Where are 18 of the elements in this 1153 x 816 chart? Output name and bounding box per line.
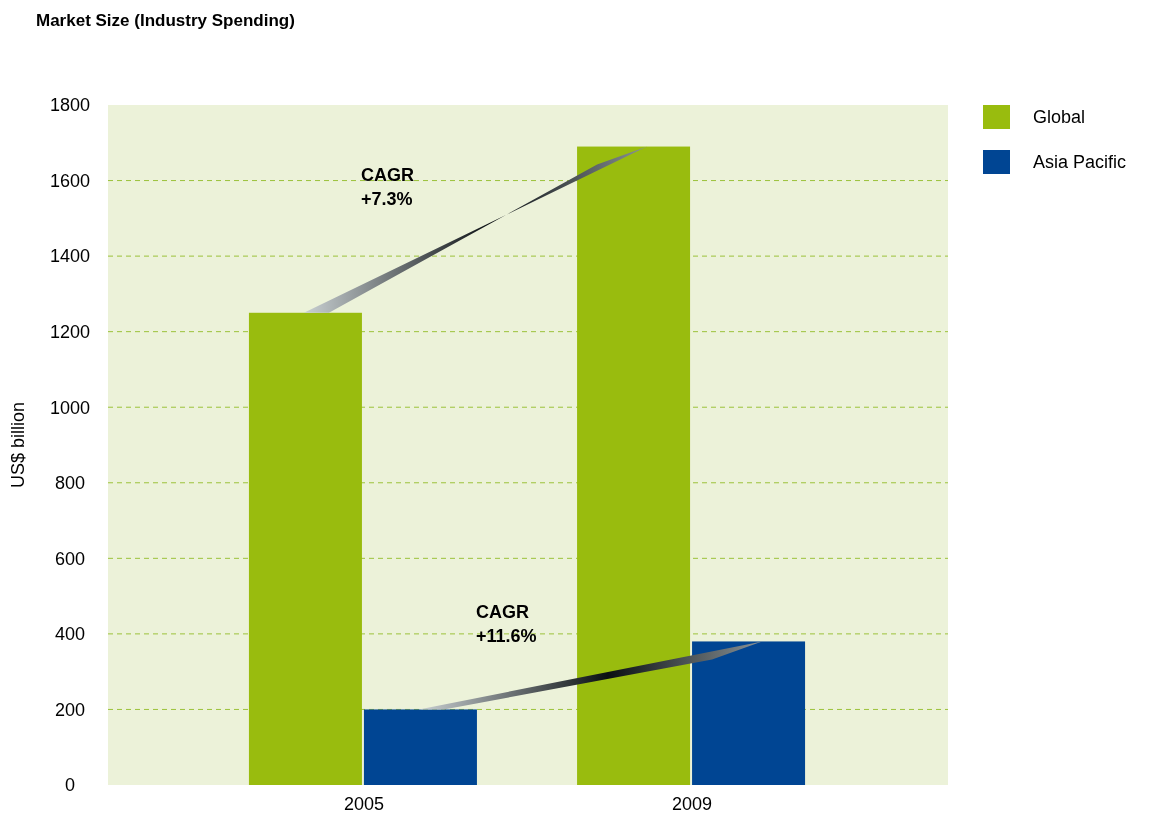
x-tick-label: 2009 <box>672 794 713 814</box>
y-tick-label: 1800 <box>49 95 91 116</box>
y-tick-label: 800 <box>54 473 86 494</box>
y-tick-label: 1400 <box>49 246 91 267</box>
y-tick-label: 0 <box>64 775 76 796</box>
y-tick-label: 200 <box>54 699 86 720</box>
annotation: CAGR +11.6% <box>475 602 537 647</box>
y-tick-label: 1000 <box>49 397 91 418</box>
chart-title: Market Size (Industry Spending) <box>36 11 295 30</box>
x-tick-label: 2005 <box>343 794 384 814</box>
legend-label: Global <box>1033 107 1086 128</box>
y-axis-title: US$ billion <box>8 401 28 489</box>
annotation: CAGR +7.3% <box>360 164 414 209</box>
y-tick-label: 400 <box>54 624 86 645</box>
y-tick-label: 600 <box>54 548 86 569</box>
y-tick-label: 1600 <box>49 170 91 191</box>
legend-label: Asia Pacific <box>1033 152 1127 173</box>
y-tick-label: 1200 <box>49 321 91 342</box>
